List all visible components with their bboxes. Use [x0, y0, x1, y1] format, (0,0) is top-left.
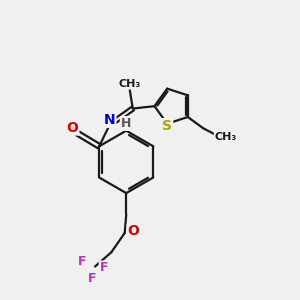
- Text: O: O: [128, 224, 140, 239]
- Text: CH₃: CH₃: [215, 132, 237, 142]
- Text: H: H: [121, 117, 131, 130]
- Text: F: F: [100, 262, 108, 275]
- Text: O: O: [67, 121, 78, 135]
- Text: F: F: [77, 255, 86, 268]
- Text: CH₃: CH₃: [119, 79, 141, 88]
- Text: F: F: [88, 272, 96, 285]
- Text: N: N: [104, 113, 116, 127]
- Text: S: S: [162, 119, 172, 133]
